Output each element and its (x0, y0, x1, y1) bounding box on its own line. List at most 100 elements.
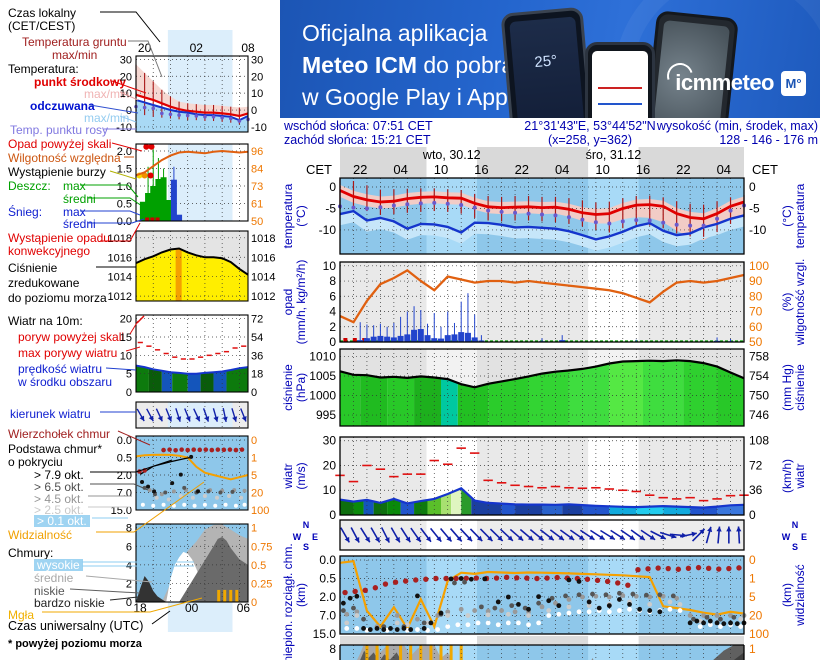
svg-text:wiatr: wiatr (281, 463, 295, 489)
svg-text:1000: 1000 (309, 389, 336, 403)
svg-text:15.0: 15.0 (111, 505, 132, 517)
icmmeteo-logo-text: icmmeteo (675, 70, 774, 95)
svg-text:04: 04 (393, 162, 407, 177)
svg-text:0: 0 (251, 597, 257, 609)
legend-predkosc-2: w środku obszaru (18, 375, 113, 389)
banner-app-name: Meteo ICM (302, 52, 417, 78)
svg-text:10: 10 (251, 88, 263, 100)
svg-text:754: 754 (749, 369, 769, 383)
legend-cisnienie-3: do poziomu morza (8, 291, 107, 305)
legend-snieg-sredni: średni (63, 217, 96, 231)
svg-text:1: 1 (251, 523, 257, 535)
svg-text:5: 5 (251, 470, 257, 482)
svg-text:N: N (792, 520, 799, 530)
legend-kierunek-wiatru: kierunek wiatru (10, 407, 91, 421)
svg-text:widzialność: widzialność (793, 564, 807, 626)
svg-text:pion. rozciągł. chm.: pion. rozciągł. chm. (281, 543, 295, 646)
legend-wyst-opadu-1: Wystąpienie opadu (8, 231, 110, 245)
svg-text:30: 30 (251, 54, 263, 66)
app-promo-banner[interactable]: Oficjalna aplikacja Meteo ICM do pobrani… (280, 0, 820, 118)
legend-punkt-rosy: Temp. punktu rosy (10, 123, 109, 137)
svg-text:-5: -5 (749, 201, 760, 215)
svg-text:10: 10 (595, 162, 609, 177)
svg-text:04: 04 (555, 162, 569, 177)
svg-text:0.0: 0.0 (117, 216, 132, 228)
svg-text:E: E (801, 532, 807, 542)
svg-text:0.5: 0.5 (117, 199, 132, 211)
legend-chmury-wysokie: wysokie (34, 559, 83, 571)
grid-point: (x=258, y=362) (547, 133, 633, 147)
svg-text:2: 2 (329, 320, 336, 334)
svg-text:temperatura: temperatura (281, 183, 295, 248)
legend-chart-pressure: 1018 1016 1014 1012 1018 1016 1014 1012 (108, 230, 275, 303)
legend-okt-01: > 0.1 okt. (34, 515, 90, 527)
phone-screen-chart (592, 51, 648, 118)
svg-text:S: S (303, 542, 309, 552)
svg-text:758: 758 (749, 349, 769, 363)
svg-text:8: 8 (329, 274, 336, 288)
svg-text:50: 50 (749, 335, 763, 349)
svg-text:100: 100 (749, 259, 769, 273)
svg-text:0: 0 (251, 387, 257, 399)
legend-max-porywy: max porywy wiatru (18, 346, 118, 360)
svg-text:0: 0 (749, 553, 756, 567)
svg-text:30: 30 (323, 434, 337, 448)
icmmeteo-logo[interactable]: icmmeteo M° (675, 70, 806, 96)
svg-text:(%): (%) (780, 293, 794, 312)
legend-temp-gruntu-2: max/min (52, 48, 98, 62)
svg-text:04: 04 (717, 162, 731, 177)
svg-text:CET: CET (752, 162, 778, 177)
svg-text:W: W (782, 532, 791, 542)
svg-text:0: 0 (126, 597, 132, 609)
icmmeteo-logo-badge: M° (781, 70, 806, 96)
legend-czas-lokalny-1: Czas lokalny (8, 6, 77, 20)
svg-text:20: 20 (323, 458, 337, 472)
svg-text:-10: -10 (319, 223, 337, 237)
svg-text:0: 0 (329, 335, 336, 349)
svg-text:08: 08 (241, 41, 255, 55)
svg-text:750: 750 (749, 389, 769, 403)
svg-text:0.0: 0.0 (117, 435, 132, 447)
legend-chart-direction (135, 401, 249, 429)
location-coords: 21°31'43"E, 53°44'52"N (x=258, y=362) (450, 119, 730, 147)
svg-text:ciśnienie: ciśnienie (793, 364, 807, 411)
svg-text:20: 20 (251, 71, 263, 83)
chart-zachmurzenie: 81zachmurzenie(oktanty) (281, 642, 756, 660)
svg-text:7.0: 7.0 (117, 488, 132, 500)
svg-text:0: 0 (749, 180, 756, 194)
legend-chmury-bardzo-niskie: bardzo niskie (34, 596, 105, 610)
svg-text:15: 15 (120, 332, 132, 344)
legend-footnote: * powyżej poziomu morza (8, 638, 142, 650)
chart-podstawa-chmur: 15.0 7.0 2.0 0.5 0.0 100 20 5 1 0 pion. rozciągł. … (281, 543, 807, 646)
axis-strip (340, 636, 744, 645)
svg-text:50: 50 (251, 216, 263, 228)
svg-text:5: 5 (749, 590, 756, 604)
svg-text:8: 8 (329, 642, 336, 656)
legend-leader-lines (42, 11, 205, 625)
legend-okt-79: > 7.9 okt. (34, 468, 84, 482)
svg-text:100: 100 (251, 505, 269, 517)
legend-chmury: Chmury: (8, 546, 54, 560)
svg-text:wto, 30.12: wto, 30.12 (422, 148, 481, 162)
svg-text:0.5: 0.5 (117, 453, 132, 465)
legend-odczuwana: odczuwana (30, 99, 95, 113)
legend-podstawa-2: o pokryciu (8, 455, 63, 469)
svg-text:-10: -10 (749, 223, 767, 237)
svg-text:72: 72 (251, 314, 263, 326)
svg-text:2.0: 2.0 (117, 146, 132, 158)
svg-text:995: 995 (316, 408, 336, 422)
svg-text:7.0: 7.0 (319, 609, 336, 623)
svg-text:S: S (792, 542, 798, 552)
svg-text:36: 36 (749, 483, 763, 497)
legend-wiatr-10m: Wiatr na 10m: (8, 314, 83, 328)
legend-okt-25: > 2.5 okt. (34, 503, 84, 517)
svg-text:-5: -5 (325, 201, 336, 215)
svg-text:1010: 1010 (309, 349, 336, 363)
banner-line-1: Oficjalna aplikacja (302, 20, 488, 46)
svg-text:1: 1 (251, 453, 257, 465)
svg-text:CET: CET (306, 162, 332, 177)
svg-text:(mm/h, kg/m²/h): (mm/h, kg/m²/h) (294, 260, 308, 345)
